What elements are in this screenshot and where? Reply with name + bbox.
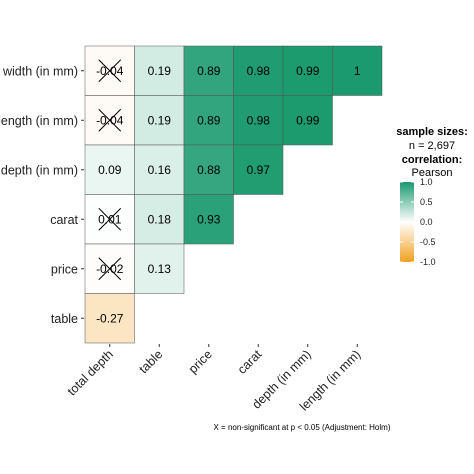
non-significant-cross bbox=[98, 257, 122, 281]
cell-value-label: 0.98 bbox=[247, 64, 271, 78]
x-axis-label: price bbox=[186, 347, 215, 376]
non-significant-cross bbox=[98, 207, 122, 231]
heatmap-cell bbox=[84, 293, 135, 344]
heatmap-cell bbox=[84, 144, 135, 195]
heatmap-cells: -0.040.190.890.980.991-0.040.190.890.980… bbox=[84, 45, 383, 344]
legend-sample-sizes-label: sample sizes: bbox=[396, 126, 468, 138]
y-axis-label: width (in mm) bbox=[2, 64, 78, 78]
cell-value-label: 0.18 bbox=[148, 212, 172, 226]
heatmap-cell bbox=[183, 95, 234, 146]
legend-tick-label: 1.0 bbox=[420, 177, 433, 187]
heatmap-cell bbox=[183, 45, 234, 96]
y-axis-label: price bbox=[51, 262, 78, 276]
cell-value-label: -0.27 bbox=[96, 311, 124, 325]
non-significant-cross bbox=[98, 108, 122, 132]
cell-value-label: 1 bbox=[354, 64, 361, 78]
y-axis-label: length (in mm) bbox=[0, 114, 78, 128]
legend-tick-label: -0.5 bbox=[420, 237, 436, 247]
cell-value-label: 0.89 bbox=[197, 64, 221, 78]
y-axis-label: carat bbox=[50, 213, 78, 227]
heatmap-cell bbox=[183, 194, 234, 245]
legend-correlation-label: correlation: bbox=[402, 154, 463, 166]
legend-tick-label: -1.0 bbox=[420, 257, 436, 267]
heatmap-cell bbox=[134, 45, 185, 96]
significance-caption: X = non-significant at p < 0.05 (Adjustm… bbox=[214, 423, 391, 432]
legend-sample-size: n = 2,697 bbox=[409, 140, 455, 152]
heatmap-cell bbox=[134, 144, 185, 195]
cell-value-label: 0.89 bbox=[197, 113, 221, 127]
heatmap-cell bbox=[282, 95, 333, 146]
legend: sample sizes: n = 2,697 correlation: Pea… bbox=[396, 126, 468, 267]
cell-value-label: 0.88 bbox=[197, 163, 221, 177]
legend-tick-label: 0.5 bbox=[420, 197, 433, 207]
cell-value-label: 0.13 bbox=[148, 262, 172, 276]
legend-tick-label: 0.0 bbox=[420, 217, 433, 227]
y-axis-labels: width (in mm) length (in mm) depth (in mm)… bbox=[0, 64, 84, 326]
heatmap-cell bbox=[134, 194, 185, 245]
non-significant-cross bbox=[98, 59, 122, 83]
y-axis-label: table bbox=[51, 312, 78, 326]
heatmap-cell bbox=[134, 95, 185, 146]
cell-value-label: 0.97 bbox=[247, 163, 271, 177]
x-axis-label: carat bbox=[235, 347, 265, 377]
legend-ticks: 1.0 0.5 0.0 -0.5 -1.0 bbox=[400, 177, 436, 267]
heatmap-cell bbox=[134, 243, 185, 294]
legend-method: Pearson bbox=[412, 167, 453, 179]
heatmap-cell bbox=[183, 144, 234, 195]
cell-value-label: 0.09 bbox=[98, 163, 122, 177]
legend-colorbar bbox=[400, 182, 414, 262]
x-axis-label: table bbox=[136, 347, 165, 376]
cell-value-label: 0.19 bbox=[148, 64, 172, 78]
x-axis-label: total depth bbox=[65, 347, 116, 398]
cell-value-label: 0.99 bbox=[296, 64, 320, 78]
cell-value-label: 0.98 bbox=[247, 113, 271, 127]
cell-value-label: 0.93 bbox=[197, 212, 221, 226]
heatmap-cell bbox=[233, 45, 284, 96]
y-axis-label: depth (in mm) bbox=[1, 163, 78, 177]
heatmap-cell bbox=[332, 45, 383, 96]
cell-value-label: 0.19 bbox=[148, 113, 172, 127]
cell-value-label: 0.99 bbox=[296, 113, 320, 127]
cell-value-label: 0.16 bbox=[148, 163, 172, 177]
heatmap-cell bbox=[233, 144, 284, 195]
